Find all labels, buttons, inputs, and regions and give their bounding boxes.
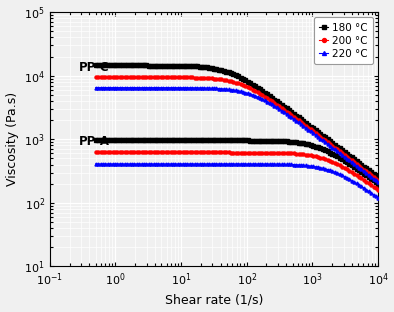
180 °C [371, 172, 376, 176]
200 °C [292, 115, 296, 119]
200 °C [320, 137, 325, 140]
200 °C [154, 75, 158, 79]
220 °C [171, 86, 175, 90]
180 °C [253, 84, 258, 88]
180 °C [93, 64, 98, 67]
Line: 220 °C: 220 °C [94, 86, 385, 188]
180 °C [292, 112, 296, 116]
220 °C [154, 86, 158, 90]
Line: 180 °C: 180 °C [94, 64, 385, 183]
180 °C [154, 64, 158, 67]
200 °C [93, 75, 98, 79]
220 °C [292, 117, 296, 121]
Y-axis label: Viscosity (Pa.s): Viscosity (Pa.s) [6, 92, 19, 186]
200 °C [371, 175, 376, 179]
Text: PP-A: PP-A [79, 135, 110, 148]
200 °C [253, 89, 258, 93]
Line: 200 °C: 200 °C [94, 76, 385, 186]
180 °C [381, 179, 386, 183]
Legend: 180 °C, 200 °C, 220 °C: 180 °C, 200 °C, 220 °C [314, 17, 373, 64]
180 °C [320, 134, 325, 138]
220 °C [253, 94, 258, 98]
220 °C [93, 86, 98, 90]
220 °C [371, 177, 376, 180]
180 °C [171, 64, 175, 67]
X-axis label: Shear rate (1/s): Shear rate (1/s) [165, 294, 263, 306]
Text: PP-C: PP-C [79, 61, 110, 74]
200 °C [171, 76, 175, 79]
200 °C [381, 182, 386, 186]
220 °C [320, 139, 325, 142]
220 °C [381, 184, 386, 188]
